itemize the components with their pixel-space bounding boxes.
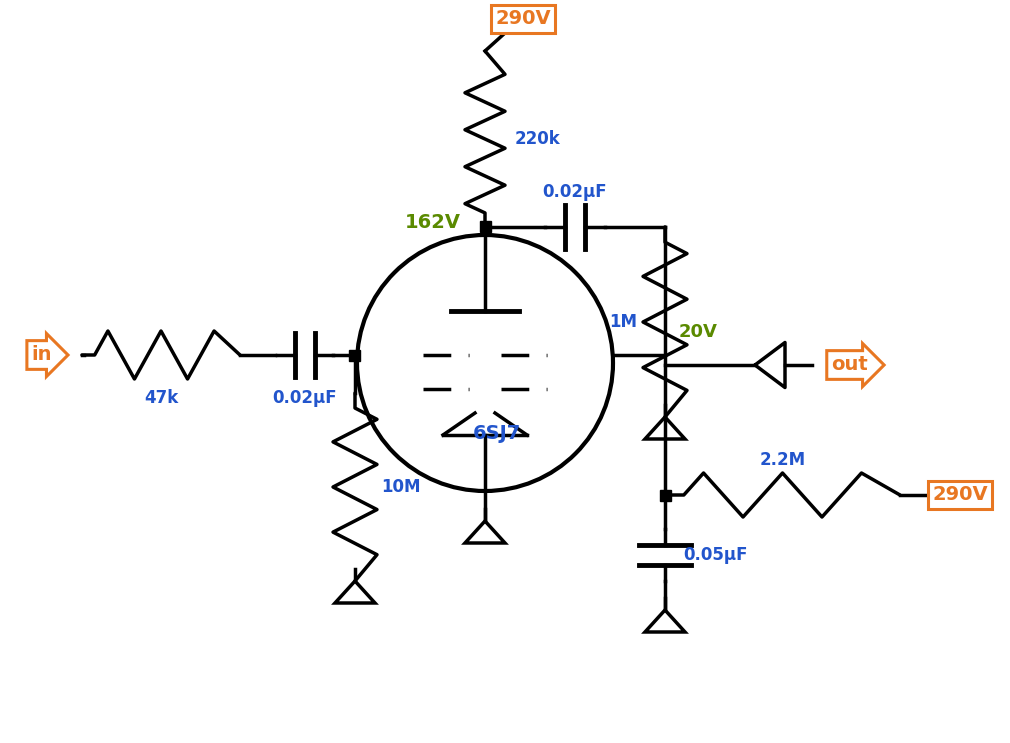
Text: 162V: 162V	[405, 213, 461, 233]
Text: 6SJ7: 6SJ7	[473, 424, 521, 443]
Text: 10M: 10M	[381, 478, 420, 496]
Text: 290V: 290V	[495, 10, 550, 28]
Text: 47k: 47k	[143, 389, 178, 407]
Text: 290V: 290V	[932, 485, 988, 504]
Bar	[660, 490, 671, 501]
Text: in: in	[31, 345, 53, 365]
Text: 220k: 220k	[515, 130, 561, 148]
Text: 0.05μF: 0.05μF	[683, 546, 747, 564]
Text: out: out	[831, 355, 869, 374]
Text: 1M: 1M	[609, 313, 637, 331]
Bar	[349, 349, 361, 360]
Text: 0.02μF: 0.02μF	[542, 183, 607, 201]
Text: 0.02μF: 0.02μF	[273, 389, 337, 407]
Bar	[480, 221, 491, 233]
Text: 20V: 20V	[679, 323, 718, 341]
Text: 2.2M: 2.2M	[760, 451, 806, 469]
